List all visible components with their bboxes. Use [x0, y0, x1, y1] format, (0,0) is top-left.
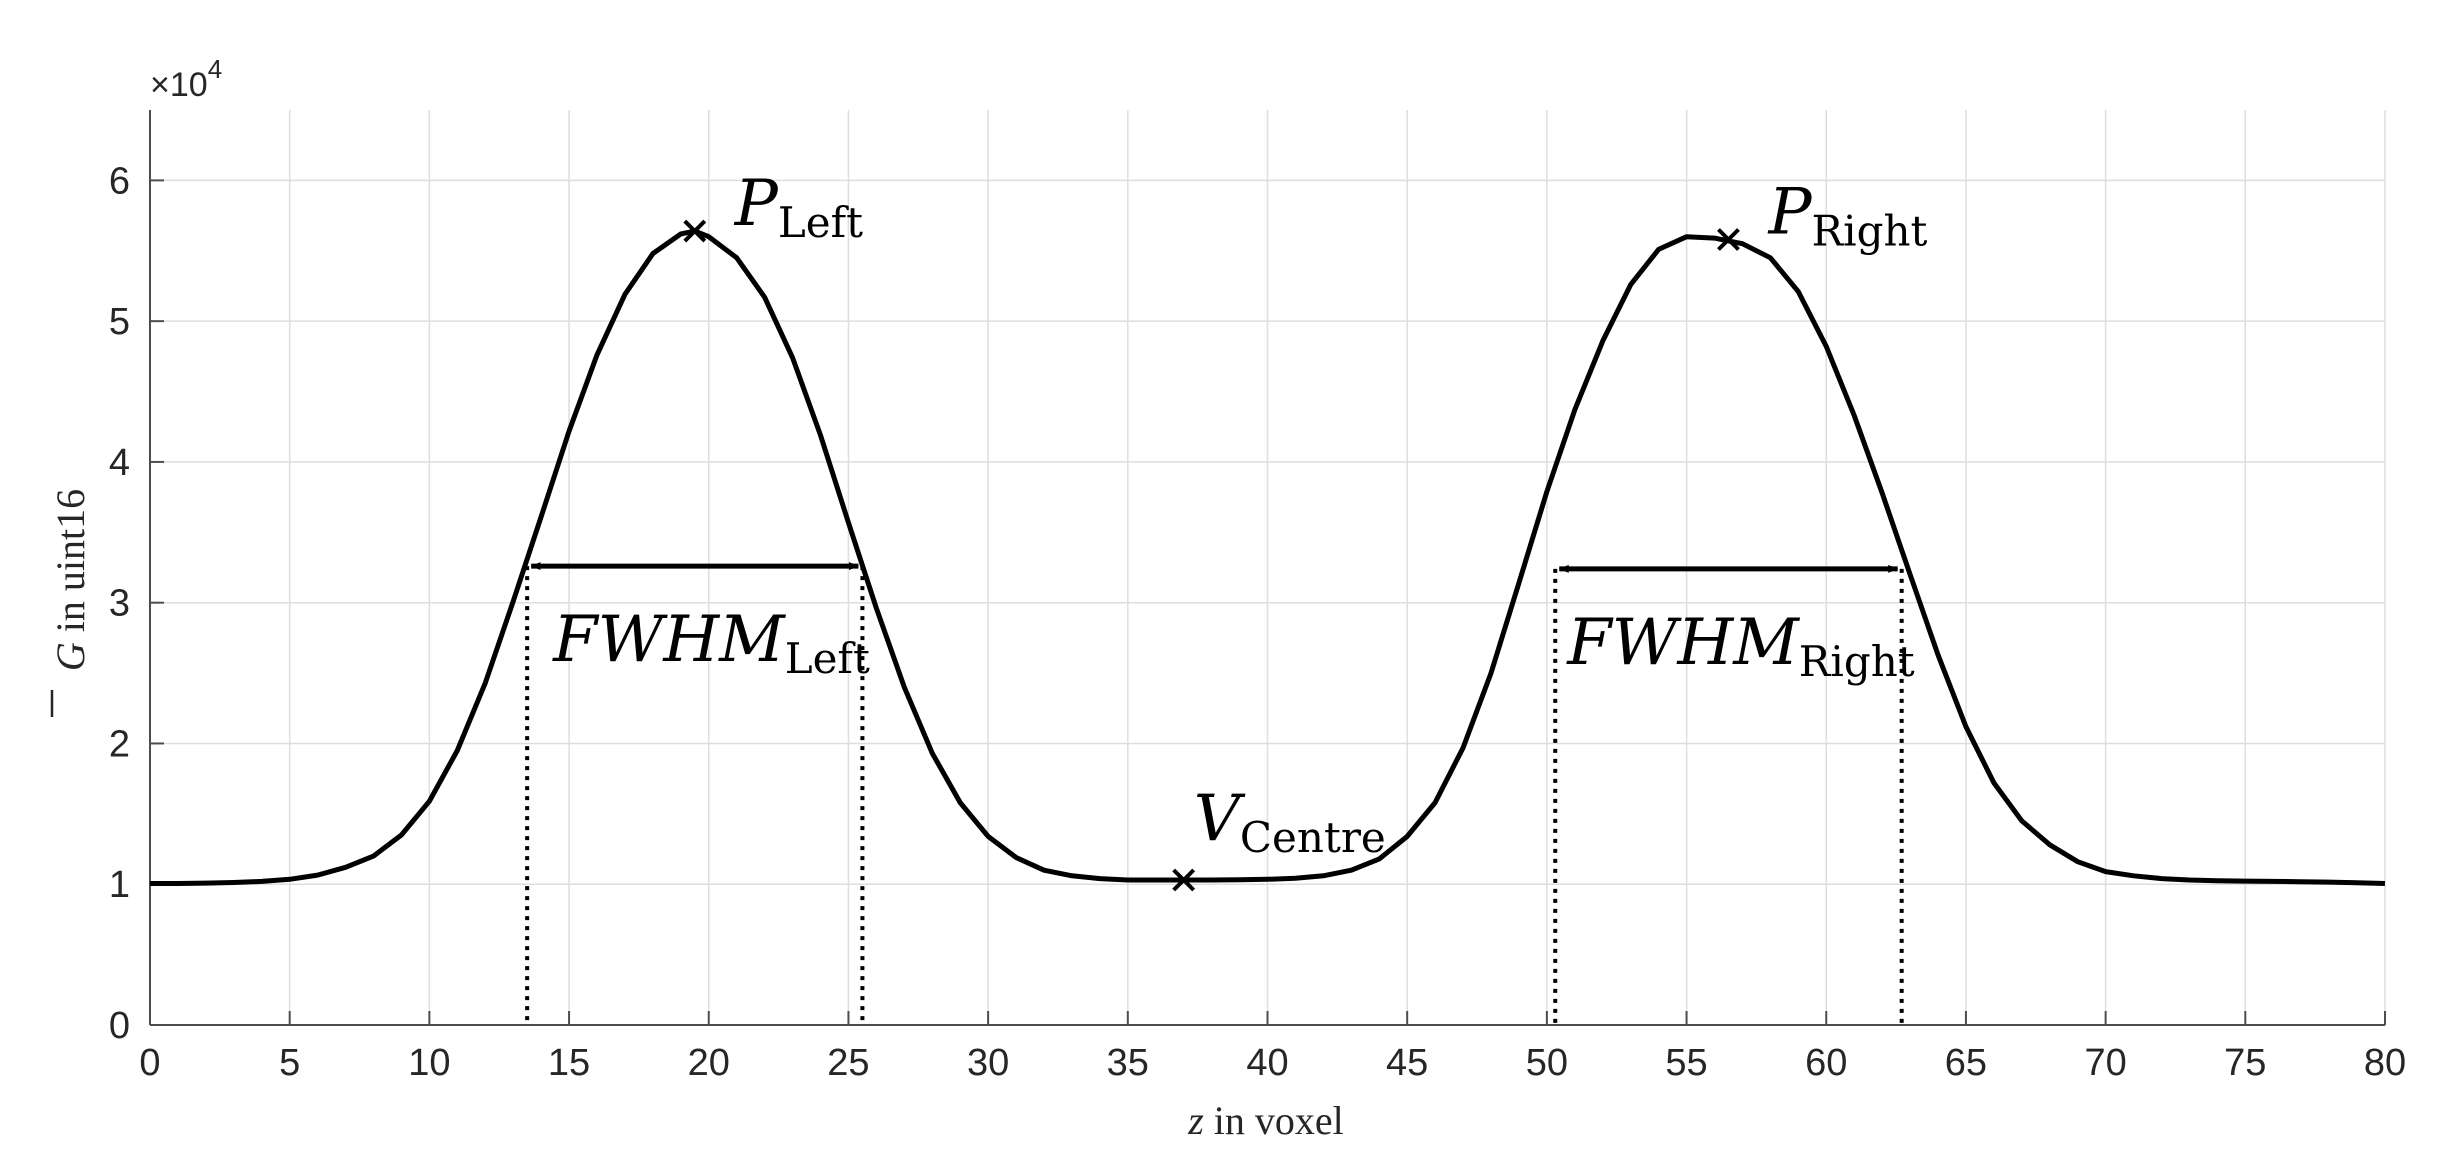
fwhm-right-label: FWHMRight	[1566, 606, 1915, 686]
markers	[683, 219, 1740, 892]
y-exponent-power: 4	[208, 54, 222, 84]
y-axis-title-var: G	[48, 642, 93, 671]
x-tick-label: 70	[2084, 1042, 2126, 1084]
peak-left-label: PLeft	[734, 167, 863, 247]
x-axis-title-var: z	[1187, 1098, 1204, 1143]
svg-text:G in uint16: G in uint16	[48, 489, 93, 671]
fwhm-right-label-main: FWHM	[1566, 606, 1800, 680]
valley-centre-marker	[1172, 868, 1196, 892]
x-axis-title: z in voxel	[1187, 1098, 1344, 1143]
peak-right-marker	[1717, 228, 1740, 251]
y-axis-title-rest: in uint16	[48, 489, 93, 642]
x-tick-label: 55	[1665, 1042, 1707, 1084]
grid	[149, 110, 2386, 1026]
fwhm-right-label-sub: Right	[1799, 637, 1915, 686]
x-tick-label: 35	[1107, 1042, 1149, 1084]
x-tick-label: 30	[967, 1042, 1009, 1084]
y-tick-label: 3	[109, 583, 130, 625]
y-tick-label: 2	[109, 723, 130, 765]
fwhm-guides	[525, 562, 1904, 1025]
peak-left-marker	[683, 219, 707, 243]
peak-right-label: PRight	[1767, 176, 1927, 256]
y-exponent-label: ×104	[150, 54, 222, 104]
x-tick-label: 15	[548, 1042, 590, 1084]
valley-centre-label-sub: Centre	[1240, 813, 1386, 862]
y-exponent-base: ×10	[150, 66, 208, 104]
y-tick-label: 4	[109, 442, 130, 484]
peak-right-label-sub: Right	[1812, 207, 1928, 256]
y-tick-label: 1	[109, 864, 130, 906]
valley-centre-label-main: V	[1194, 782, 1246, 856]
fwhm-left-label-sub: Left	[785, 634, 870, 683]
y-tick-label: 0	[109, 1005, 130, 1047]
x-tick-label: 80	[2364, 1042, 2406, 1084]
x-tick-label: 25	[827, 1042, 869, 1084]
peak-right-label-main: P	[1767, 176, 1812, 250]
y-tick-label: 6	[109, 160, 130, 202]
valley-centre-label: VCentre	[1194, 782, 1386, 862]
x-tick-label: 65	[1945, 1042, 1987, 1084]
x-tick-label: 45	[1386, 1042, 1428, 1084]
x-tick-label: 10	[408, 1042, 450, 1084]
y-axis-title: G in uint16	[48, 489, 93, 717]
y-tick-label: 5	[109, 301, 130, 343]
peak-left-label-main: P	[734, 167, 779, 241]
peak-left-label-sub: Left	[778, 198, 863, 247]
svg-text:×104: ×104	[150, 54, 222, 104]
x-tick-label: 0	[139, 1042, 160, 1084]
x-tick-label: 40	[1246, 1042, 1288, 1084]
x-tick-label: 75	[2224, 1042, 2266, 1084]
fwhm-left-label-main: FWHM	[552, 603, 786, 677]
mean-gray-value-curve	[150, 228, 2386, 886]
x-tick-label: 60	[1805, 1042, 1847, 1084]
fwhm-left-label: FWHMLeft	[552, 603, 870, 683]
x-axis-title-rest: in voxel	[1204, 1098, 1344, 1143]
x-tick-label: 50	[1526, 1042, 1568, 1084]
x-tick-label: 5	[279, 1042, 300, 1084]
x-tick-label: 20	[688, 1042, 730, 1084]
annotation-labels: PLeft PRight VCentre FWHMLeft FWHMRight	[552, 167, 1927, 862]
